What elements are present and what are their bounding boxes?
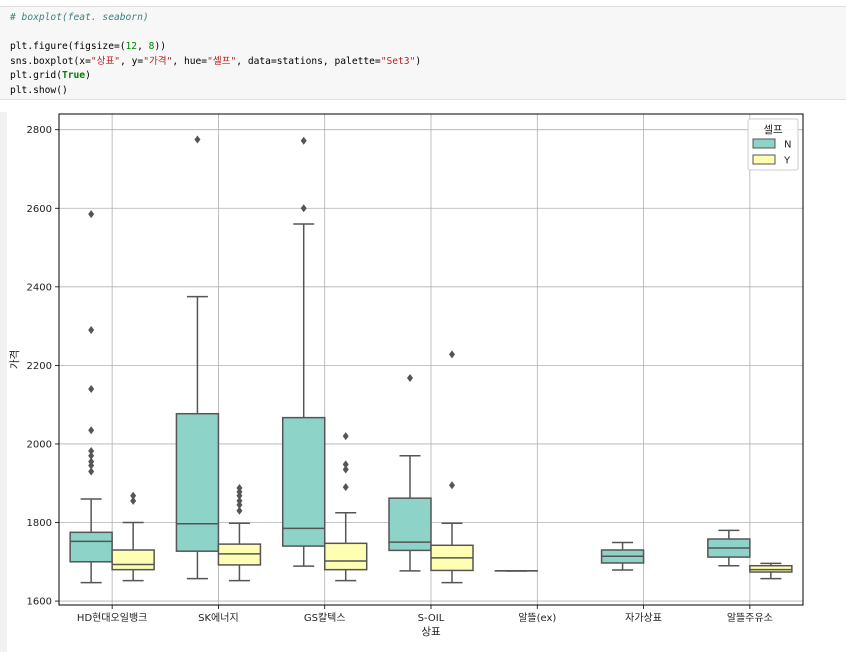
y-axis-label: 가격 bbox=[8, 350, 21, 369]
outlier-point bbox=[342, 432, 349, 441]
axes-frame bbox=[58, 113, 804, 606]
x-tick-label: HD현대오일뱅크 bbox=[77, 612, 147, 624]
outlier-point bbox=[236, 506, 243, 515]
outlier-point bbox=[88, 451, 95, 460]
code-text: )) bbox=[154, 41, 166, 52]
code-line-blank bbox=[10, 26, 846, 41]
y-tick-label: 2000 bbox=[27, 439, 52, 450]
outlier-point bbox=[88, 326, 95, 335]
box-Y bbox=[323, 542, 368, 571]
outlier-point bbox=[342, 483, 349, 492]
code-cell[interactable]: # boxplot(feat. seaborn) plt.figure(figs… bbox=[0, 6, 846, 100]
code-line-grid: plt.grid(True) bbox=[10, 69, 846, 84]
outlier-point bbox=[194, 135, 201, 144]
outlier-point bbox=[236, 496, 243, 505]
outlier-point bbox=[407, 373, 413, 382]
code-text: ) bbox=[415, 55, 422, 67]
outlier-point bbox=[236, 483, 243, 492]
code-string: "상표" bbox=[90, 55, 121, 67]
x-tick-label: GS칼텍스 bbox=[304, 611, 346, 624]
code-string: "가격" bbox=[143, 55, 173, 67]
code-text: plt.show() bbox=[10, 84, 68, 96]
y-tick-label: 2800 bbox=[27, 125, 52, 136]
legend-label: N bbox=[784, 140, 791, 151]
outlier-point bbox=[88, 210, 95, 219]
x-tick-label: S-OIL bbox=[418, 613, 445, 624]
outlier-point bbox=[342, 465, 349, 474]
x-tick-label: 알뜰(ex) bbox=[518, 612, 556, 624]
code-string: "셀프" bbox=[207, 55, 237, 67]
outlier-point bbox=[88, 384, 95, 393]
outlier-point bbox=[130, 496, 137, 505]
legend-swatch-N bbox=[752, 138, 776, 149]
box-Y bbox=[111, 549, 155, 571]
x-axis-label: 상표 bbox=[421, 626, 441, 638]
code-text: plt.grid( bbox=[10, 70, 62, 81]
outlier-point bbox=[300, 204, 307, 213]
legend-swatch-Y bbox=[752, 154, 776, 165]
code-line-show: plt.show() bbox=[10, 84, 846, 99]
code-line-comment: # boxplot(feat. seaborn) bbox=[10, 11, 846, 26]
outlier-point bbox=[130, 491, 137, 500]
code-text: , bbox=[137, 41, 149, 52]
x-tick-label: SK에너지 bbox=[198, 612, 239, 624]
outlier-point bbox=[449, 481, 455, 490]
code-line-figure: plt.figure(figsize=(12, 8)) bbox=[10, 40, 846, 55]
x-tick-label: 자가상표 bbox=[625, 612, 662, 624]
outlier-point bbox=[88, 447, 95, 456]
y-tick-label: 2600 bbox=[27, 204, 52, 215]
box-N bbox=[281, 416, 326, 547]
code-string: "Set3" bbox=[380, 55, 416, 67]
code-number: 8 bbox=[148, 41, 155, 52]
y-tick-label: 1600 bbox=[27, 597, 52, 608]
y-tick-label: 1800 bbox=[27, 518, 52, 529]
legend-title: 셀프 bbox=[763, 124, 783, 136]
outlier-point bbox=[88, 467, 95, 476]
code-number: 12 bbox=[125, 41, 138, 52]
code-line-boxplot: sns.boxplot(x="상표", y="가격", hue="셀프", da… bbox=[10, 55, 846, 70]
box-N bbox=[69, 531, 113, 563]
outlier-point bbox=[342, 460, 349, 469]
code-keyword: True bbox=[61, 70, 86, 81]
y-tick-label: 2400 bbox=[27, 282, 52, 293]
code-text: sns.boxplot(x= bbox=[10, 55, 91, 67]
y-tick-label: 2200 bbox=[27, 361, 52, 372]
code-text: , hue= bbox=[172, 55, 208, 67]
legend-label: Y bbox=[783, 156, 791, 167]
output-collapse-bar[interactable] bbox=[0, 112, 7, 652]
code-text: plt.figure(figsize=( bbox=[10, 41, 126, 52]
outlier-point bbox=[449, 350, 455, 359]
box-N bbox=[175, 412, 220, 552]
outlier-point bbox=[300, 136, 307, 145]
code-text: ) bbox=[85, 70, 91, 81]
code-text: , y= bbox=[120, 55, 144, 67]
code-text: , data=stations, palette= bbox=[236, 55, 381, 67]
boxplot-chart: 1600 1800 2000 2200 2400 2600 2800 HD현대오일뱅크 SK에너… bbox=[8, 113, 804, 638]
outlier-point bbox=[88, 426, 95, 435]
box-Y bbox=[749, 564, 793, 573]
code-comment: # boxplot(feat. seaborn) bbox=[10, 12, 149, 23]
x-tick-label: 알뜰주유소 bbox=[727, 612, 773, 624]
outlier-point bbox=[88, 457, 95, 466]
